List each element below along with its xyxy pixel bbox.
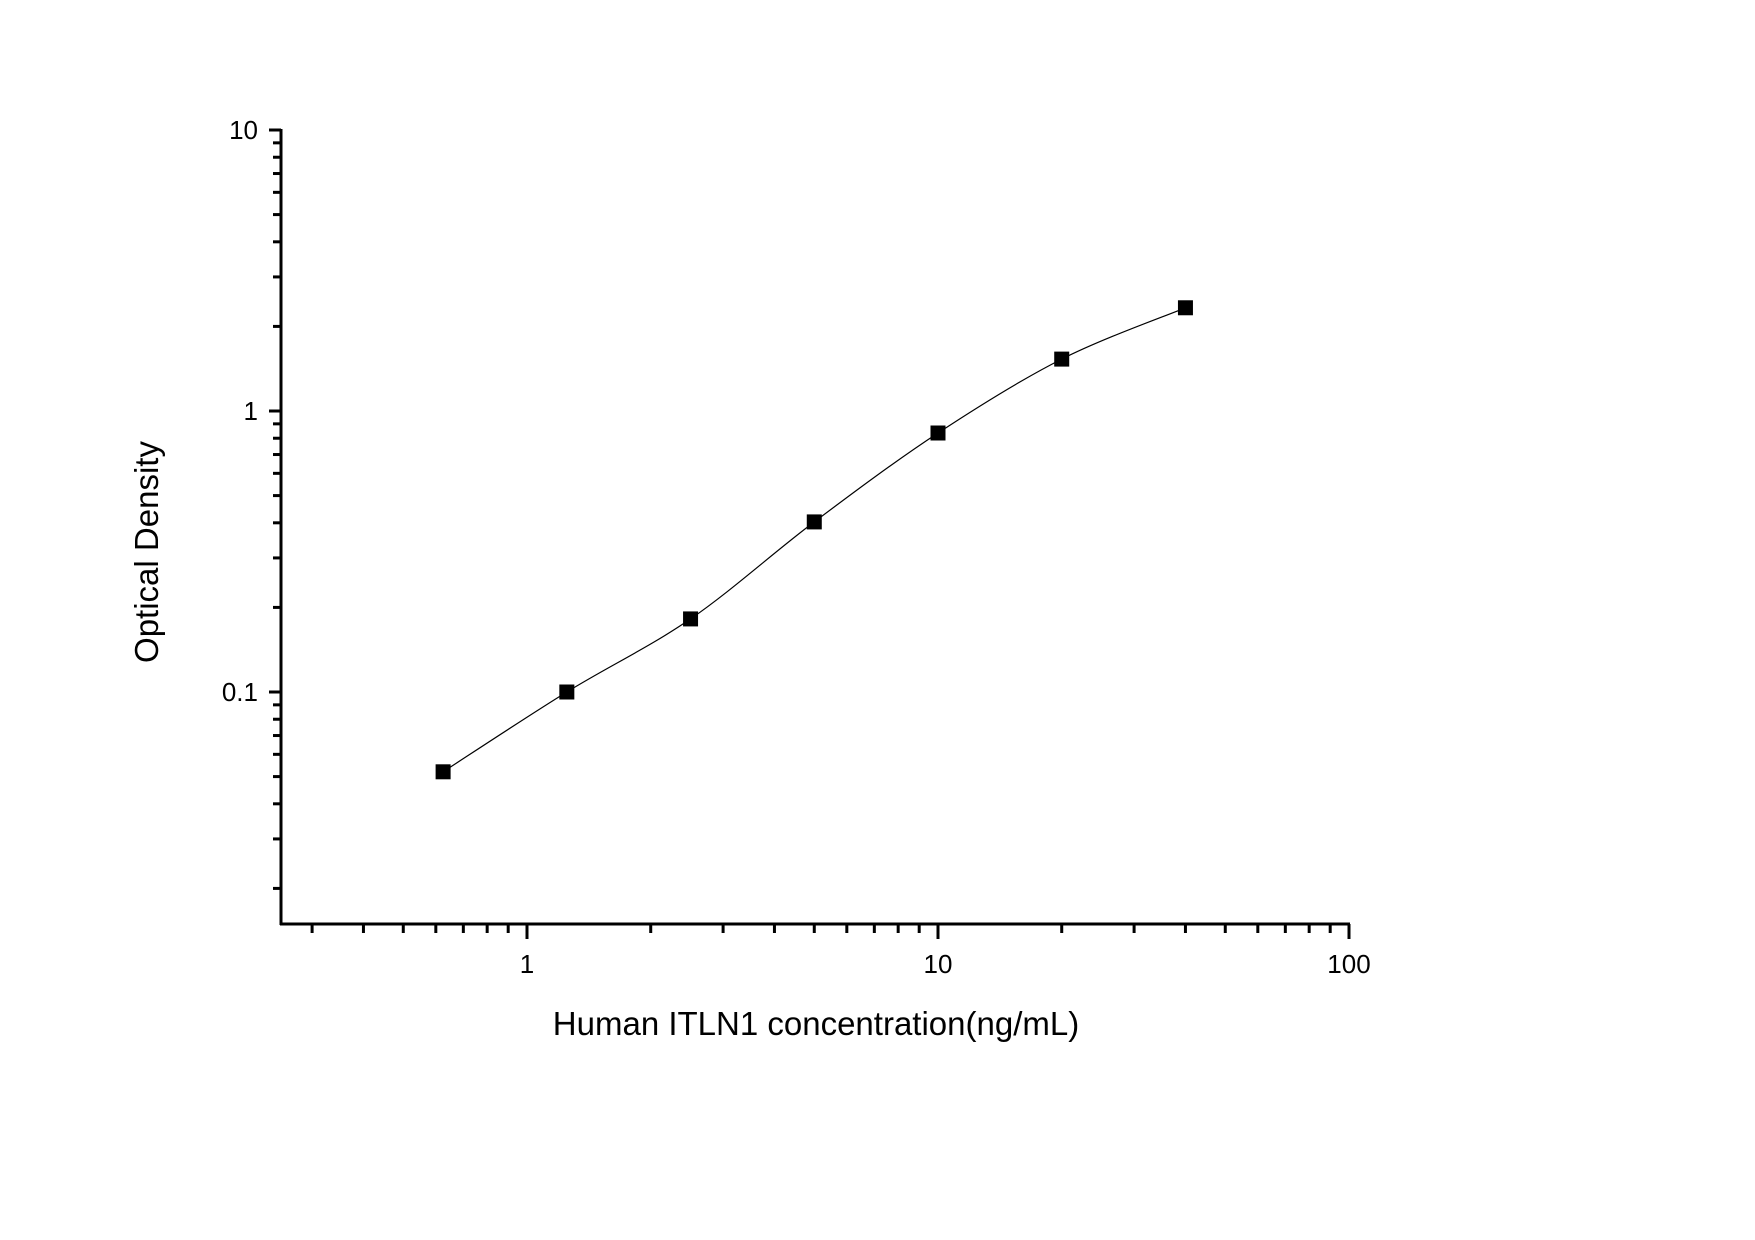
y-tick-labels: 0.1 1 10 [222, 115, 258, 707]
x-tick-label: 100 [1327, 949, 1370, 979]
data-point-marker [683, 611, 699, 627]
y-ticks [269, 128, 281, 890]
data-point-marker [1177, 300, 1193, 316]
x-axis-title: Human ITLN1 concentration(ng/mL) [553, 1005, 1079, 1042]
x-tick-labels: 1 10 100 [520, 949, 1371, 979]
fit-curve [442, 307, 1186, 773]
y-tick-label: 0.1 [222, 677, 258, 707]
data-point-marker [435, 764, 451, 780]
y-tick-label: 10 [229, 115, 258, 145]
data-point-marker [1054, 351, 1070, 367]
y-tick-label: 1 [244, 396, 258, 426]
y-axis-title: Optical Density [128, 441, 165, 663]
data-point-marker [930, 425, 946, 441]
data-points [435, 300, 1193, 780]
x-tick-label: 1 [520, 949, 534, 979]
data-point-marker [806, 514, 822, 530]
data-point-marker [559, 684, 575, 700]
x-ticks [310, 924, 1351, 939]
x-tick-label: 10 [924, 949, 953, 979]
